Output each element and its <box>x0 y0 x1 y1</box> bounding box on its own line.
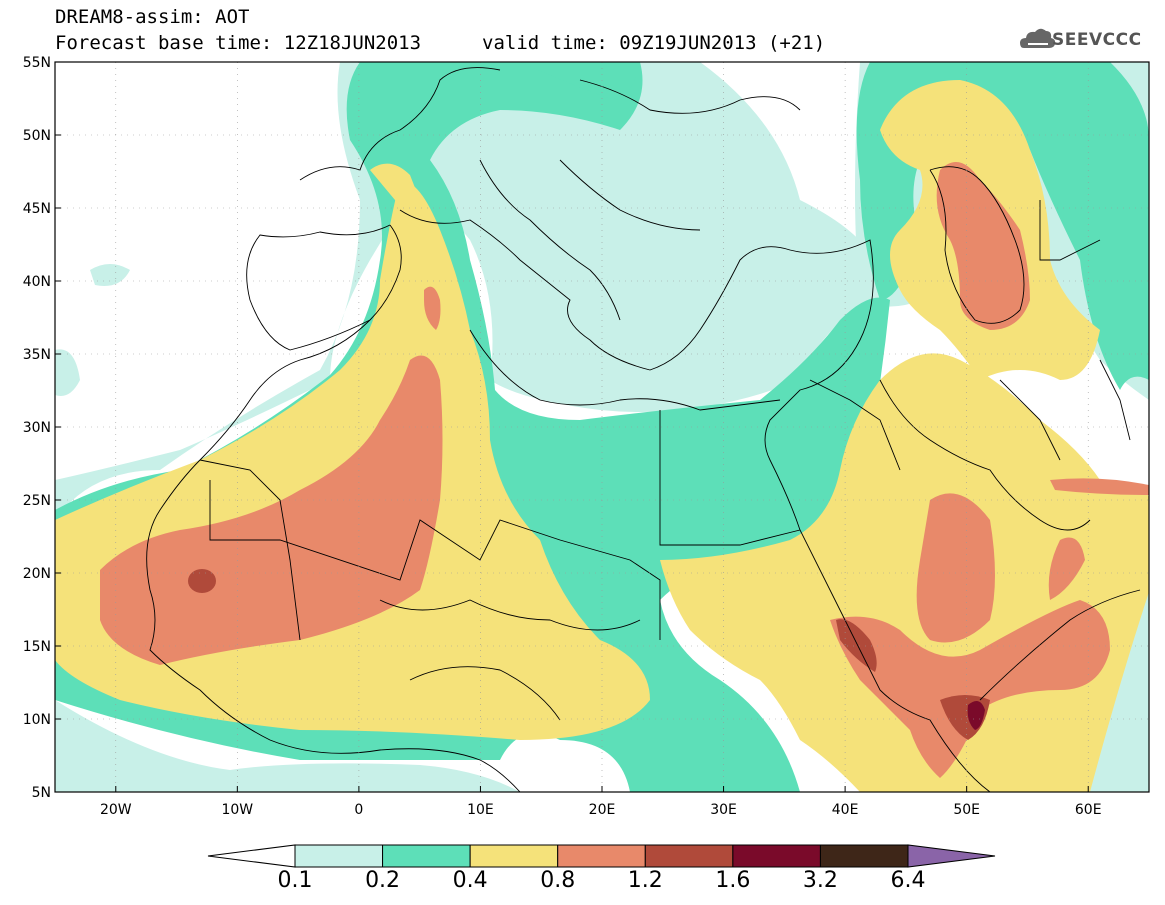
colorbar-label: 0.8 <box>540 868 576 893</box>
lon-tick-label: 10E <box>467 802 494 818</box>
lat-tick-label: 5N <box>32 785 51 801</box>
lon-tick-label: 10W <box>221 802 253 818</box>
colorbar-label: 1.6 <box>715 868 751 893</box>
colorbar-label: 0.4 <box>452 868 488 893</box>
map-title: DREAM8-assim: AOT <box>55 6 250 28</box>
lon-tick-label: 50E <box>953 802 980 818</box>
colorbar <box>207 844 996 868</box>
lat-tick-label: 30N <box>23 420 51 436</box>
level-1.6 <box>967 701 985 730</box>
lat-tick-label: 25N <box>23 493 51 509</box>
colorbar-swatch <box>469 844 559 868</box>
lon-tick-label: 0 <box>354 802 363 818</box>
lat-tick-label: 50N <box>23 128 51 144</box>
logo-text: SEEVCCC <box>1052 30 1142 50</box>
forecast-base-time: Forecast base time: 12Z18JUN2013 <box>55 32 422 54</box>
lon-axis: 20W 10W 0 10E 20E 30E 40E 50E 60E <box>100 786 1102 818</box>
colorbar-label: 3.2 <box>802 868 838 893</box>
colorbar-swatch <box>294 844 384 868</box>
lat-tick-label: 40N <box>23 274 51 290</box>
colorbar-swatch <box>819 844 909 868</box>
colorbar-under-triangle <box>207 844 296 868</box>
lat-tick-label: 20N <box>23 566 51 582</box>
lat-tick-label: 15N <box>23 639 51 655</box>
lat-axis: 55N 50N 45N 40N 35N 30N 25N 20N 15N 10N 5N <box>23 55 61 801</box>
lon-tick-label: 30E <box>710 802 737 818</box>
colorbar-swatch <box>644 844 734 868</box>
colorbar-label: 6.4 <box>890 868 926 893</box>
aot-fields <box>55 62 1149 792</box>
lat-tick-label: 55N <box>23 55 51 71</box>
colorbar-label: 0.1 <box>277 868 313 893</box>
lat-tick-label: 35N <box>23 347 51 363</box>
lon-tick-label: 20E <box>589 802 616 818</box>
lon-tick-label: 20W <box>100 802 132 818</box>
valid-time: valid time: 09Z19JUN2013 (+21) <box>482 32 826 54</box>
colorbar-label: 0.2 <box>365 868 401 893</box>
colorbar-swatch <box>557 844 646 868</box>
colorbar-swatch <box>382 844 471 868</box>
coastlines <box>146 67 1141 792</box>
colorbar-swatch <box>732 844 821 868</box>
lon-tick-label: 60E <box>1075 802 1102 818</box>
colorbar-over-triangle <box>907 844 996 868</box>
colorbar-label: 1.2 <box>627 868 663 893</box>
cloud-icon <box>1020 28 1056 48</box>
lat-tick-label: 45N <box>23 201 51 217</box>
lon-tick-label: 40E <box>832 802 859 818</box>
lat-tick-label: 10N <box>23 712 51 728</box>
